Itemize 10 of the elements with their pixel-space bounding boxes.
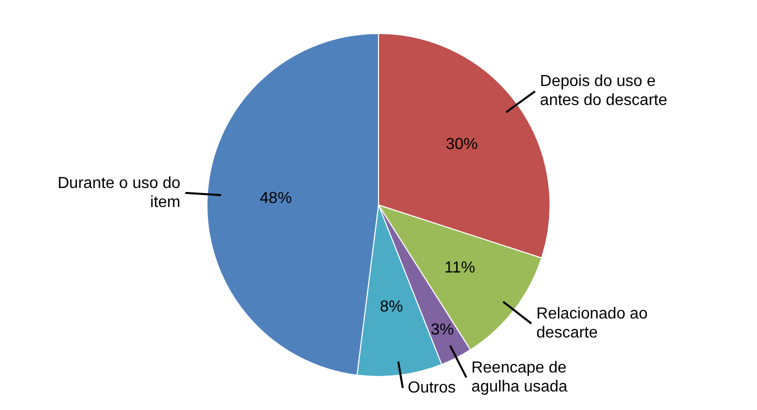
data-label: 8% [380,298,403,316]
data-label: 48% [260,190,292,207]
slice-label: Durante o uso do item [58,174,180,211]
slice-label: Reencape de agulha usada [471,359,568,396]
data-label: 11% [444,259,476,276]
slice-label: Relacionado ao descarte [536,306,648,342]
data-label: 30% [446,136,478,153]
slice-label: Outros [408,379,456,396]
slice-label: Depois do uso e antes do descarte [540,73,668,110]
data-label: 3% [430,322,454,339]
